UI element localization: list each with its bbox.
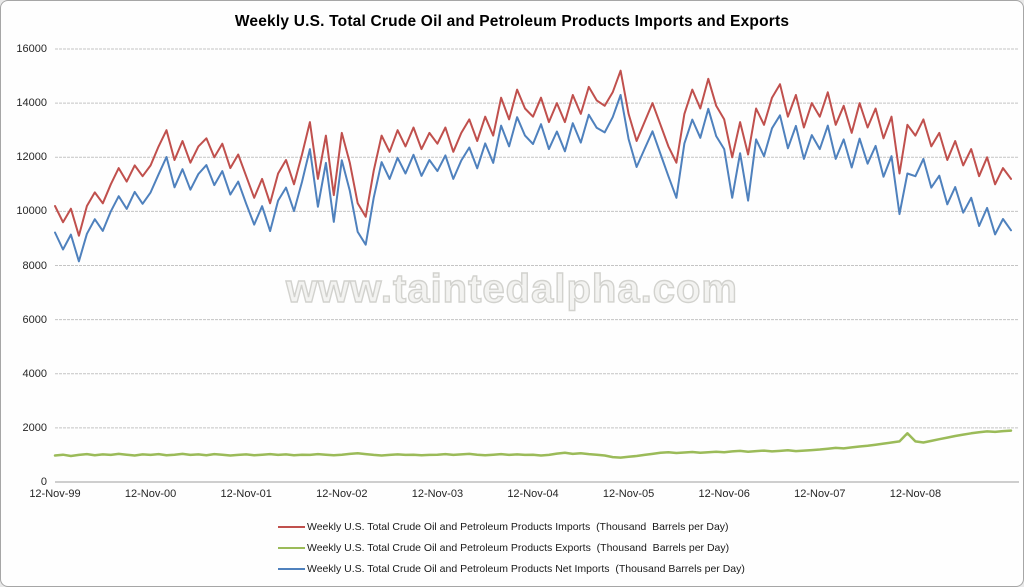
legend-label-0: Weekly U.S. Total Crude Oil and Petroleu… (307, 521, 729, 533)
legend-item-1: Weekly U.S. Total Crude Oil and Petroleu… (278, 541, 745, 555)
x-tick-label-12-Nov-08: 12-Nov-08 (889, 488, 942, 500)
x-tick-label-12-Nov-06: 12-Nov-06 (698, 488, 750, 500)
y-tick-label-16000: 16000 (16, 43, 47, 55)
y-tick-label-12000: 12000 (16, 151, 47, 164)
series-line-1 (53, 429, 1013, 459)
x-tick-label-12-Nov-01: 12-Nov-01 (220, 488, 272, 500)
legend: Weekly U.S. Total Crude Oil and Petroleu… (278, 520, 745, 576)
x-tick-label-12-Nov-05: 12-Nov-05 (602, 488, 655, 500)
x-tick-label-12-Nov-02: 12-Nov-02 (316, 488, 368, 500)
series-lines (53, 69, 1013, 459)
legend-swatch-1 (278, 547, 305, 549)
y-tick-label-2000: 2000 (22, 421, 47, 434)
x-tick-label-12-Nov-04: 12-Nov-04 (507, 488, 559, 500)
y-tick-label-4000: 4000 (22, 367, 47, 380)
legend-label-2: Weekly U.S. Total Crude Oil and Petroleu… (307, 563, 745, 575)
series-line-2 (54, 94, 1012, 263)
legend-label-1: Weekly U.S. Total Crude Oil and Petroleu… (307, 542, 730, 554)
x-tick-label-12-Nov-00: 12-Nov-00 (124, 488, 177, 500)
legend-item-2: Weekly U.S. Total Crude Oil and Petroleu… (278, 562, 745, 576)
y-tick-label-10000: 10000 (16, 205, 47, 218)
y-tick-label-14000: 14000 (16, 97, 47, 110)
y-tick-label-8000: 8000 (22, 259, 47, 272)
y-tick-label-6000: 6000 (22, 313, 47, 326)
watermark: www.taintedalpha.com (285, 266, 738, 311)
x-tick-label-12-Nov-03: 12-Nov-03 (411, 488, 464, 500)
gridlines (55, 48, 1019, 483)
x-tick-label-12-Nov-99: 12-Nov-99 (29, 488, 81, 500)
chart-title: Weekly U.S. Total Crude Oil and Petroleu… (234, 13, 790, 30)
y-tick-label-0: 0 (40, 476, 47, 488)
legend-swatch-2 (278, 568, 305, 570)
x-tick-label-12-Nov-07: 12-Nov-07 (794, 488, 846, 500)
legend-swatch-0 (278, 526, 305, 528)
series-line-0 (54, 69, 1012, 237)
legend-item-0: Weekly U.S. Total Crude Oil and Petroleu… (278, 520, 745, 534)
